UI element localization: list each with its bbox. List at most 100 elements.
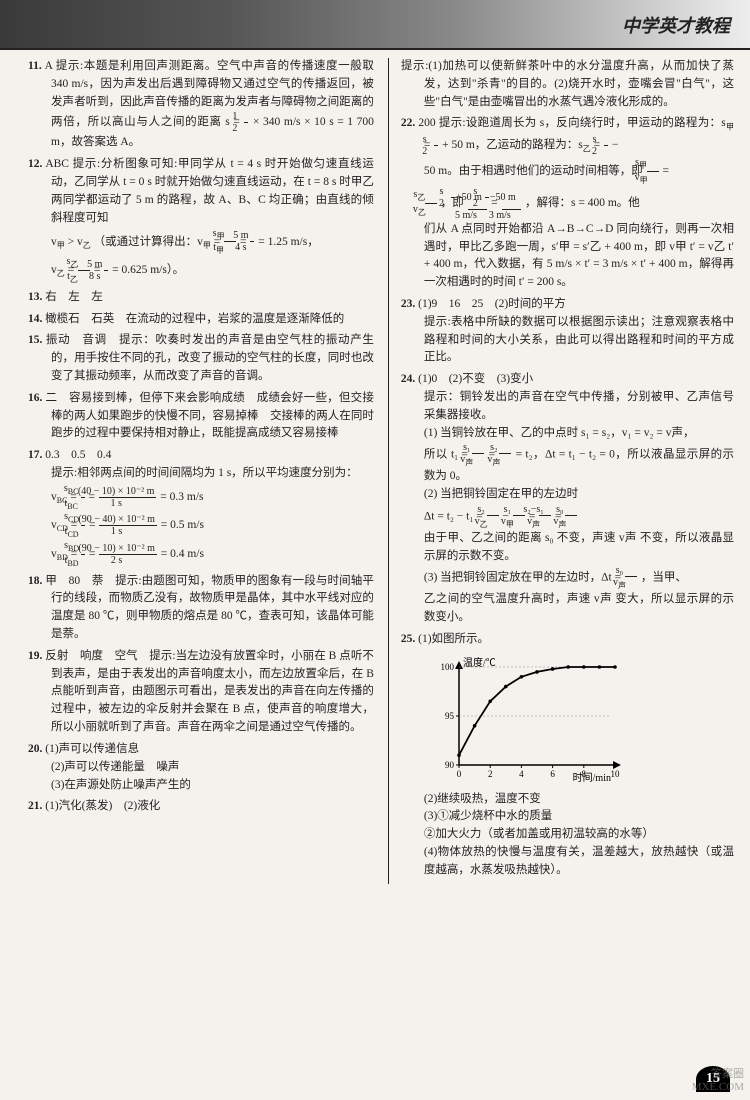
txt: = 1.25 m/s， [258, 235, 318, 247]
q-num: 11. [28, 60, 42, 72]
fraction: s₀v声 [565, 504, 577, 530]
q-num: 24. [401, 373, 415, 385]
svg-text:95: 95 [445, 711, 455, 721]
txt: (1) 当铜铃放在甲、乙的中点时 s₁ = s₂，v₁ = v₂ = v声， [424, 427, 695, 439]
svg-text:100: 100 [440, 662, 454, 672]
q-text: 振动 音调 提示：吹奏时发出的声音是由空气柱的振动产生的，用手按住不同的孔，改变… [46, 334, 374, 382]
q-num: 22. [401, 117, 415, 129]
q-hint: 提示:分析图象可知:甲同学从 t = 4 s 时开始做匀速直线运动，乙同学从 t… [51, 158, 374, 223]
txt: 们从 A 点同时开始都沿 A→B→C→D 同向绕行，则再一次相遇时，甲比乙多跑一… [424, 223, 734, 288]
svg-text:4: 4 [519, 769, 524, 779]
txt: > v [68, 235, 83, 247]
q-part: (2)继续吸热，温度不变 [424, 793, 541, 805]
q-num: 23. [401, 298, 415, 310]
svg-text:时间/min: 时间/min [573, 771, 611, 784]
q-part: (1)声可以传递信息 [45, 743, 139, 755]
book-title: 中学英才教程 [622, 12, 730, 41]
txt: 乙之间的空气温度升高时，声速 v声 变大，所以显示屏的示数变小。 [424, 593, 734, 623]
q-num: 25. [401, 633, 415, 645]
svg-text:90: 90 [445, 760, 455, 770]
q15: 15. 振动 音调 提示：吹奏时发出的声音是由空气柱的振动产生的，用手按住不同的… [28, 332, 374, 385]
q12: 12. ABC 提示:分析图象可知:甲同学从 t = 4 s 时开始做匀速直线运… [28, 156, 374, 284]
q-hint: 提示:(1)加热可以使新鲜茶叶中的水分温度升高，从而加快了蒸发，达到"杀青"的目… [401, 60, 734, 108]
txt: Δt = t₂ − t₁ = [424, 510, 483, 522]
fraction: s甲v甲 [647, 157, 659, 186]
q-hint: 提示:表格中所缺的数据可以根据图示读出；注意观察表格中路程和时间的大小关系，由此… [424, 316, 734, 364]
svg-text:0: 0 [457, 769, 462, 779]
txt: = 0.4 m/s [161, 548, 204, 560]
q-text: 二 容易接到棒，但停下来会影响成绩 成绩会好一些，但交接棒的两人如果跑步的快慢不… [46, 392, 374, 440]
q17: 17. 0.3 0.5 0.4 提示:相邻两点间的时间间隔均为 1 s，所以平均… [28, 447, 374, 568]
q-num: 16. [28, 392, 42, 404]
temperature-chart: 90951000246810温度/℃时间/min [448, 655, 648, 785]
svg-text:2: 2 [488, 769, 493, 779]
q-part: (1)9 16 25 (2)时间的平方 [418, 298, 566, 310]
header-banner: 中学英才教程 [0, 0, 750, 50]
q-num: 15. [28, 334, 42, 346]
fraction: s₁v声 [472, 442, 484, 468]
right-column: 提示:(1)加热可以使新鲜茶叶中的水分温度升高，从而加快了蒸发，达到"杀青"的目… [388, 58, 734, 884]
txt: ，解得：s = 400 m。他 [525, 197, 640, 209]
chart-svg: 90951000246810温度/℃时间/min [425, 655, 625, 785]
txt: （或通过计算得出：v [94, 235, 203, 247]
q-ans: ABC [45, 158, 69, 170]
fraction: (90 − 10) × 10⁻² m2 s [99, 543, 157, 566]
q22: 22. 200 提示:设跑道周长为 s，反向绕行时，甲运动的路程为：s甲 = s… [401, 115, 734, 292]
txt: (2) 当把铜铃固定在甲的左边时 [424, 488, 578, 500]
txt: 提示:设跑道周长为 s，反向绕行时，甲运动的路程为：s [439, 117, 726, 129]
q-ans: 200 [418, 117, 435, 129]
q-part: (4)物体放热的快慢与温度有关，温差越大，放热越快（或温度越高，水蒸发吸热越快）… [424, 846, 734, 876]
txt: = 0.625 m/s）。 [112, 264, 184, 276]
watermark: 答案圈 MXE.COM [692, 1068, 744, 1094]
q-part: (1)0 (2)不变 (3)变小 [418, 373, 533, 385]
svg-text:温度/℃: 温度/℃ [463, 656, 496, 669]
q25: 25. (1)如图所示。 90951000246810温度/℃时间/min (2… [401, 631, 734, 880]
fraction: s2−50 m3 m/s [502, 186, 522, 221]
fraction: s₂v乙 [487, 504, 499, 530]
q-num: 19. [28, 650, 42, 662]
q21: 21. (1)汽化(蒸发) (2)液化 [28, 798, 374, 816]
fraction: (40 − 10) × 10⁻² m1 s [99, 486, 157, 509]
q-ans: A [45, 60, 53, 72]
q24: 24. (1)0 (2)不变 (3)变小 提示：铜铃发出的声音在空气中传播，分别… [401, 371, 734, 627]
q-text: (1)汽化(蒸发) (2)液化 [45, 800, 160, 812]
wm-line: 答案圈 [692, 1068, 744, 1081]
fraction: s2 [604, 134, 608, 157]
page-body: 11. A 提示:本题是利用回声测距离。空气中声音的传播速度一般取 340 m/… [0, 50, 750, 884]
q-part: ②加大火力（或者加盖或用初温较高的水等） [424, 828, 654, 840]
fraction: (90 − 40) × 10⁻² m1 s [99, 514, 157, 537]
txt: = 0.3 m/s [160, 491, 203, 503]
left-column: 11. A 提示:本题是利用回声测距离。空气中声音的传播速度一般取 340 m/… [28, 58, 374, 884]
txt: ，当甲、 [641, 572, 687, 584]
q-num: 12. [28, 158, 42, 170]
fraction: s2 [434, 134, 438, 157]
fraction: 5 m8 s [104, 259, 108, 282]
q14: 14. 橄榄石 石英 在流动的过程中，岩浆的温度是逐渐降低的 [28, 311, 374, 329]
txt: + 50 m，乙运动的路程为：s [442, 139, 583, 151]
q-num: 17. [28, 449, 42, 461]
q-num: 13. [28, 291, 42, 303]
q20: 20. (1)声可以传递信息 (2)声可以传递能量 噪声 (3)在声源处防止噪声… [28, 741, 374, 794]
q-part: (1)如图所示。 [418, 633, 489, 645]
q-part: (3)①减少烧杯中水的质量 [424, 810, 552, 822]
fraction: s₂−s₁v声 [539, 504, 551, 530]
fraction: 5 m4 s [250, 230, 254, 253]
q-num: 20. [28, 743, 42, 755]
q-part: (3)在声源处防止噪声产生的 [51, 779, 191, 791]
q-hint: 提示:相邻两点间的时间间隔均为 1 s，所以平均速度分别为： [51, 467, 358, 479]
q-text: 橄榄石 石英 在流动的过程中，岩浆的温度是逐渐降低的 [45, 313, 344, 325]
svg-text:6: 6 [550, 769, 555, 779]
q-text: 甲 80 萘 提示:由题图可知，物质甲的图象有一段与时间轴平行的线段，而物质乙没… [45, 575, 374, 640]
q16: 16. 二 容易接到棒，但停下来会影响成绩 成绩会好一些，但交接棒的两人如果跑步… [28, 390, 374, 443]
q21-hint: 提示:(1)加热可以使新鲜茶叶中的水分温度升高，从而加快了蒸发，达到"杀青"的目… [401, 58, 734, 111]
txt: (3) 当把铜铃固定放在甲的左边时，Δt = [424, 572, 621, 584]
q23: 23. (1)9 16 25 (2)时间的平方 提示:表格中所缺的数据可以根据图… [401, 296, 734, 367]
txt: 由于甲、乙之间的距离 s₀ 不变，声速 v声 不变，所以液晶显示屏的示数不变。 [424, 532, 734, 562]
txt: = [662, 165, 669, 177]
q19: 19. 反射 响度 空气 提示:当左边没有放置伞时，小丽在 B 点听不到表声，是… [28, 648, 374, 737]
fraction: 12 [244, 111, 248, 134]
fraction: s乙v乙 [425, 189, 437, 218]
q-part: (2)声可以传递能量 噪声 [51, 761, 179, 773]
q-vals: 0.3 0.5 0.4 [45, 449, 111, 461]
q-text: 右 左 左 [45, 291, 103, 303]
